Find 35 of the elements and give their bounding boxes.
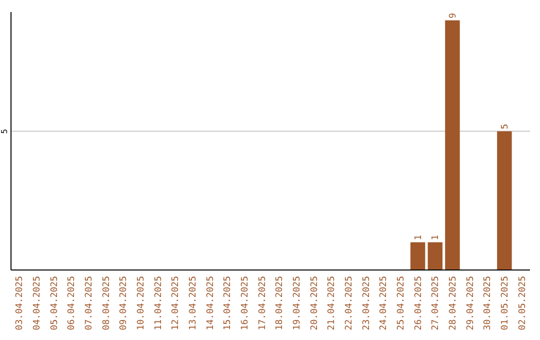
x-tick-label: 07.04.2025 bbox=[84, 276, 95, 330]
x-tick-label: 27.04.2025 bbox=[431, 276, 442, 330]
x-tick-label: 24.04.2025 bbox=[379, 276, 390, 330]
x-tick-label: 23.04.2025 bbox=[362, 276, 372, 330]
x-tick-label: 13.04.2025 bbox=[188, 276, 199, 330]
x-tick-label: 03.04.2025 bbox=[15, 276, 26, 330]
x-tick-label: 05.04.2025 bbox=[50, 276, 60, 330]
x-tick-label: 20.04.2025 bbox=[310, 276, 320, 330]
x-tick-label: 04.04.2025 bbox=[32, 276, 43, 330]
x-tick-label: 25.04.2025 bbox=[396, 276, 406, 330]
x-tick-label: 26.04.2025 bbox=[414, 276, 424, 330]
data-label: 1 bbox=[414, 234, 424, 240]
x-tick-label: 11.04.2025 bbox=[154, 276, 164, 330]
x-tick-label: 21.04.2025 bbox=[327, 276, 338, 330]
x-tick-label: 01.05.2025 bbox=[500, 276, 510, 330]
x-tick-label: 18.04.2025 bbox=[275, 276, 286, 330]
x-tick-label: 14.04.2025 bbox=[206, 276, 216, 330]
x-tick-label: 29.04.2025 bbox=[466, 276, 476, 330]
x-tick-label: 15.04.2025 bbox=[223, 276, 234, 330]
data-label: 9 bbox=[448, 12, 458, 18]
data-label: 5 bbox=[500, 124, 510, 130]
x-tick-label: 30.04.2025 bbox=[483, 276, 494, 330]
x-tick-label: 28.04.2025 bbox=[448, 276, 458, 330]
x-tick-label: 22.04.2025 bbox=[344, 276, 354, 330]
x-tick-label: 10.04.2025 bbox=[136, 276, 147, 330]
x-tick-label: 02.05.2025 bbox=[518, 276, 528, 330]
x-tick-label: 06.04.2025 bbox=[67, 276, 78, 330]
x-tick-label: 16.04.2025 bbox=[240, 276, 251, 330]
ref-line-label: 5 bbox=[0, 128, 9, 134]
x-tick-label: 12.04.2025 bbox=[171, 276, 182, 330]
x-tick-label: 08.04.2025 bbox=[102, 276, 112, 330]
x-tick-label: 17.04.2025 bbox=[258, 276, 268, 330]
data-label: 1 bbox=[431, 234, 442, 240]
x-tick-label: 09.04.2025 bbox=[119, 276, 130, 330]
x-tick-label: 19.04.2025 bbox=[292, 276, 302, 330]
